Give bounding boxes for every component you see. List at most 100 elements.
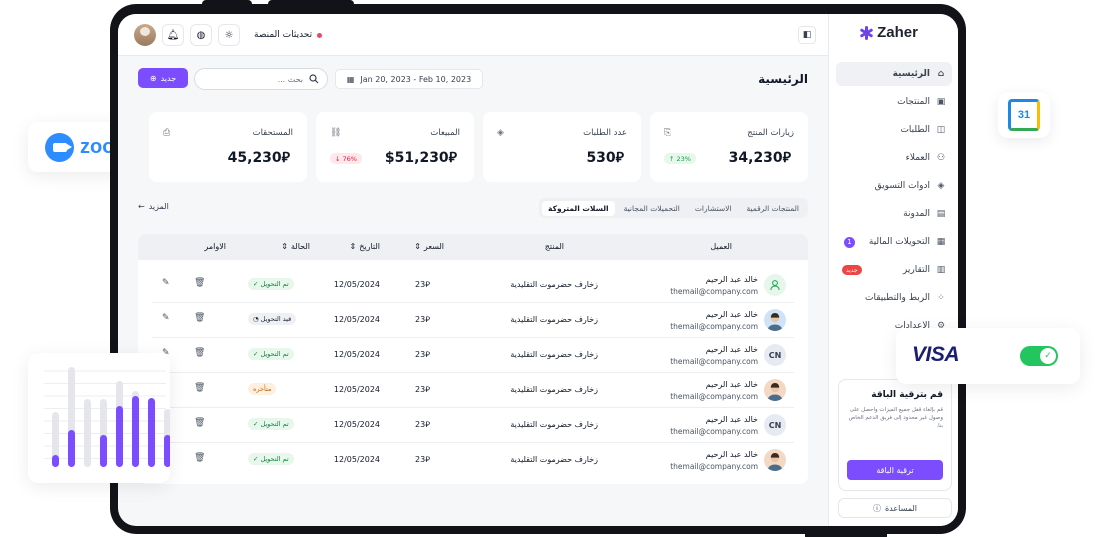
sidebar-item-1[interactable]: ▣ المنتجات bbox=[836, 90, 952, 114]
trash-icon: 🗑︎ bbox=[194, 348, 206, 358]
delete-button[interactable]: 🗑︎ bbox=[194, 383, 205, 393]
question-icon: ⓘ bbox=[872, 503, 881, 513]
delete-button[interactable]: 🗑︎ bbox=[194, 348, 205, 358]
upgrade-button[interactable]: ترقية الباقة bbox=[847, 460, 943, 480]
status-badge: تم التحويل ✓ bbox=[248, 278, 294, 290]
check-circle-icon: ✓ bbox=[253, 350, 259, 358]
platform-updates[interactable]: تحديثات المنصة bbox=[254, 30, 323, 40]
sidebar-item-label: الطلبات bbox=[900, 125, 930, 135]
table-row[interactable]: CN خالد عبد الرحيم themail@company.com زخار… bbox=[152, 408, 794, 443]
apps-icon: ⁘ bbox=[937, 293, 945, 303]
arrow-left-icon: ← bbox=[138, 202, 145, 211]
check-circle-icon: ✓ bbox=[253, 455, 259, 463]
date-cell: 12/05/2024 bbox=[333, 350, 380, 359]
sidebar-item-label: ادوات التسويق bbox=[874, 181, 930, 191]
customer-name: خالد عبد الرحيم bbox=[705, 275, 758, 284]
language-button[interactable]: ◍ bbox=[190, 24, 212, 46]
header-status[interactable]: الحالة ⇕ bbox=[281, 242, 310, 251]
sidebar-item-9[interactable]: ⚙ الاعدادات bbox=[836, 314, 952, 338]
delete-button[interactable]: 🗑︎ bbox=[194, 313, 205, 323]
trend-badge: ↓ 76% bbox=[330, 153, 362, 164]
user-avatar[interactable] bbox=[134, 24, 156, 46]
riyal-icon: ⃁ bbox=[425, 280, 430, 289]
chart-bar bbox=[52, 455, 59, 467]
stat-value-text: 34,230 bbox=[728, 150, 783, 166]
table-row[interactable]: خالد عبد الرحيم themail@company.com زخارف … bbox=[152, 268, 794, 303]
header-customer: العميل bbox=[710, 242, 732, 251]
stat-card: المستحقات ⎙ 45,230⃁ bbox=[149, 112, 307, 182]
delete-button[interactable]: 🗑︎ bbox=[194, 278, 205, 288]
topbar-actions: 🔔︎ ◍ ☼ تحديثات المنصة bbox=[134, 24, 323, 46]
price-value: 23 bbox=[415, 315, 426, 324]
delete-button[interactable]: 🗑︎ bbox=[194, 418, 205, 428]
visa-toggle[interactable]: ✓ bbox=[1020, 346, 1058, 366]
stat-card: عدد الطلبات ◈ 530⃁ bbox=[483, 112, 641, 182]
calendar-day: 31 bbox=[1017, 109, 1031, 121]
sidebar-item-label: الربط والتطبيقات bbox=[864, 293, 930, 303]
date-range-text: Jan 20, 2023 - Feb 10, 2023 bbox=[360, 74, 472, 84]
new-button-label: جديد bbox=[160, 73, 177, 83]
avatar-photo bbox=[764, 379, 786, 401]
more-link[interactable]: المزيد ← bbox=[138, 202, 169, 211]
new-button[interactable]: ⊕ جديد bbox=[138, 68, 188, 88]
table-row[interactable]: خالد عبد الرحيم themail@company.com زخارف … bbox=[152, 303, 794, 338]
avatar-photo bbox=[764, 449, 786, 471]
edit-icon: ✎ bbox=[162, 278, 170, 288]
zoom-logo-icon bbox=[45, 132, 74, 162]
help-button[interactable]: المساعدة ⓘ bbox=[838, 498, 952, 518]
tab-0[interactable]: المنتجات الرقمية bbox=[746, 203, 799, 213]
sort-icon: ⇕ bbox=[349, 242, 357, 251]
header-actions: الاوامر bbox=[204, 242, 226, 251]
sidebar-item-label: المنتجات bbox=[897, 97, 930, 107]
customer-email: themail@company.com bbox=[670, 427, 758, 436]
product-name: زخارف حضرموت التقليدية bbox=[510, 420, 598, 429]
notifications-button[interactable]: 🔔︎ bbox=[162, 24, 184, 46]
sidebar-item-7[interactable]: ▥ التقارير جديد bbox=[836, 258, 952, 282]
tab-3[interactable]: السلات المتروكة bbox=[542, 200, 615, 216]
date-cell: 12/05/2024 bbox=[333, 315, 380, 324]
avatar: CN bbox=[764, 344, 786, 366]
customer-name: خالد عبد الرحيم bbox=[705, 380, 758, 389]
table-row[interactable]: خالد عبد الرحيم themail@company.com زخارف … bbox=[152, 373, 794, 408]
status-badge: تم التحويل ✓ bbox=[248, 418, 294, 430]
sidebar-item-5[interactable]: ▤ المدونة bbox=[836, 202, 952, 226]
upgrade-title: قم بترقية الباقة bbox=[871, 390, 943, 400]
sidebar-toggle-button[interactable]: ◧ bbox=[798, 26, 816, 44]
table-row[interactable]: خالد عبد الرحيم themail@company.com زخارف … bbox=[152, 443, 794, 478]
date-range-picker[interactable]: ▦ Jan 20, 2023 - Feb 10, 2023 bbox=[335, 69, 483, 89]
delete-button[interactable]: 🗑︎ bbox=[194, 453, 205, 463]
theme-button[interactable]: ☼ bbox=[218, 24, 240, 46]
sidebar-item-4[interactable]: ◈ ادوات التسويق bbox=[836, 174, 952, 198]
tab-1[interactable]: الاستشارات bbox=[694, 203, 732, 213]
table-row[interactable]: CN خالد عبد الرحيم themail@company.com زخار… bbox=[152, 338, 794, 373]
edit-button[interactable]: ✎ bbox=[162, 313, 170, 323]
logo[interactable]: Zaher bbox=[859, 24, 918, 41]
google-calendar-icon: 31 bbox=[1008, 99, 1040, 131]
sidebar-item-8[interactable]: ⁘ الربط والتطبيقات bbox=[836, 286, 952, 310]
platform-updates-label: تحديثات المنصة bbox=[254, 30, 313, 40]
sales-icon: ⛓ bbox=[330, 128, 342, 138]
edit-button[interactable]: ✎ bbox=[162, 348, 170, 358]
sidebar-item-6[interactable]: ▦ التحويلات المالية 1 bbox=[836, 230, 952, 254]
stat-card: زيارات المنتج ⎘ 34,230⃁ ↑ 23% bbox=[650, 112, 808, 182]
device-frame: Zaher ⌂ الرئيسية ▣ المنتجات ◫ الطلبات ⚇ العملاء… bbox=[110, 0, 966, 537]
riyal-icon: ⃁ bbox=[615, 150, 624, 166]
new-badge: جديد bbox=[842, 265, 862, 275]
chart-bar-track bbox=[84, 399, 91, 467]
count-badge: 1 bbox=[844, 236, 855, 248]
header-date[interactable]: التاريخ ⇕ bbox=[349, 242, 380, 251]
sidebar-item-label: العملاء bbox=[905, 153, 930, 163]
sidebar-item-3[interactable]: ⚇ العملاء bbox=[836, 146, 952, 170]
search-input[interactable]: بحث ... bbox=[194, 68, 328, 90]
trash-icon: 🗑︎ bbox=[194, 453, 206, 463]
help-label: المساعدة bbox=[884, 503, 918, 513]
tab-2[interactable]: التحميلات المجانية bbox=[623, 203, 680, 213]
stat-card-value: 45,230⃁ bbox=[228, 148, 293, 166]
edit-icon: ✎ bbox=[162, 348, 170, 358]
edit-button[interactable]: ✎ bbox=[162, 278, 170, 288]
sidebar-item-0[interactable]: ⌂ الرئيسية bbox=[836, 62, 952, 86]
customer-name: خالد عبد الرحيم bbox=[705, 345, 758, 354]
customer-name: خالد عبد الرحيم bbox=[705, 415, 758, 424]
sidebar-item-2[interactable]: ◫ الطلبات bbox=[836, 118, 952, 142]
header-price[interactable]: السعر ⇕ bbox=[414, 242, 444, 251]
